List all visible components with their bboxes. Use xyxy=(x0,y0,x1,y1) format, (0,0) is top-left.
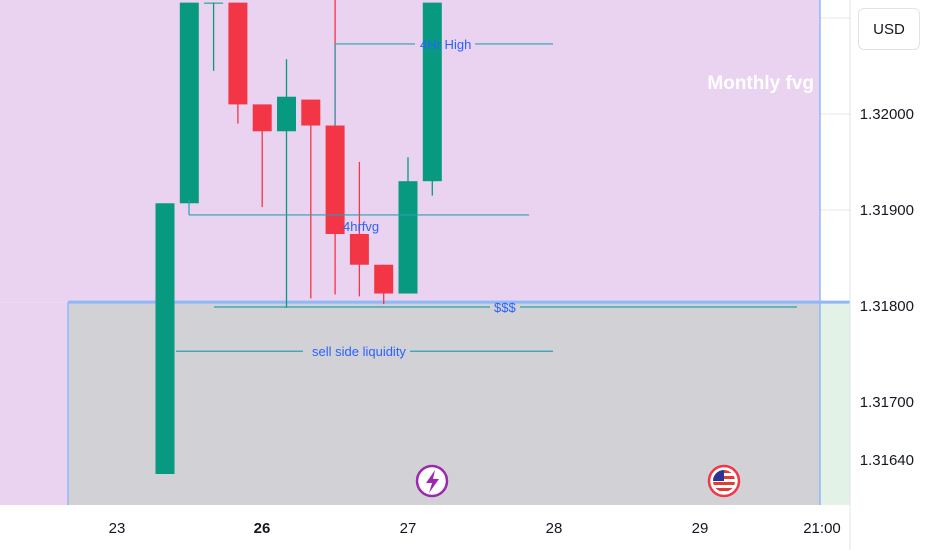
y-tick-label: 1.31800 xyxy=(860,298,914,315)
y-tick-label: 1.31640 xyxy=(860,452,914,469)
monthly-fvg-label: Monthly fvg xyxy=(707,73,814,94)
time-axis[interactable] xyxy=(0,505,932,550)
x-tick-label: 28 xyxy=(546,520,563,537)
candle-body-up xyxy=(422,2,442,182)
y-tick-label: 1.31700 xyxy=(860,394,914,411)
four-hr-high-label: 4Hr High xyxy=(420,37,471,52)
x-tick-label: 23 xyxy=(109,520,126,537)
right-range-zone xyxy=(820,302,850,505)
candle-body-up xyxy=(398,181,418,294)
y-tick-label: 1.32000 xyxy=(860,106,914,123)
candle-body-down xyxy=(325,125,345,234)
candle-body-up xyxy=(204,2,224,4)
lightning-event-icon[interactable] xyxy=(415,464,449,498)
candle-body-down xyxy=(349,234,369,265)
x-tick-label: 21:00 xyxy=(803,520,841,537)
liquidity-dollar-label: $$$ xyxy=(494,300,516,315)
price-axis[interactable] xyxy=(850,0,932,550)
y-tick-label: 1.31900 xyxy=(860,202,914,219)
candle-body-down xyxy=(228,2,248,105)
candle-body-up xyxy=(179,2,199,204)
candle-body-up xyxy=(155,203,175,474)
candle-body-down xyxy=(252,104,272,132)
currency-label: USD xyxy=(873,20,905,38)
currency-button[interactable]: USD xyxy=(858,8,920,50)
lower-zone-left-fill xyxy=(0,302,68,505)
four-hr-fvg-label: 4hrfvg xyxy=(343,219,379,234)
x-tick-label: 26 xyxy=(254,520,271,537)
us-flag-event-icon[interactable] xyxy=(707,464,741,498)
candle-body-down xyxy=(374,264,394,294)
x-tick-label: 29 xyxy=(692,520,709,537)
candle-body-up xyxy=(277,96,296,132)
sell-side-label: sell side liquidity xyxy=(312,344,406,359)
candle-body-down xyxy=(301,99,321,126)
x-tick-label: 27 xyxy=(400,520,417,537)
